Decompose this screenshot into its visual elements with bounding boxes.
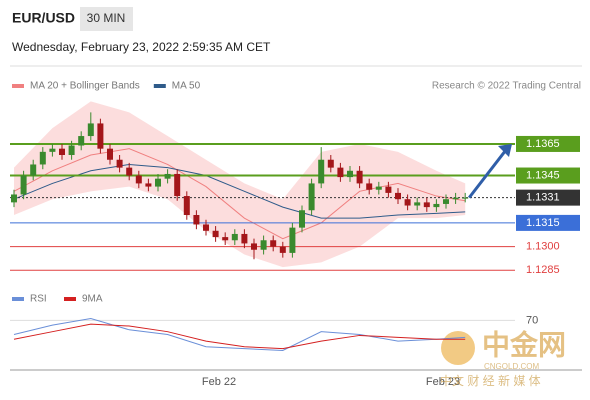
candle-body (375, 186, 382, 190)
candle-body (135, 175, 142, 184)
candle-body (11, 194, 17, 203)
candle-body (116, 159, 123, 168)
candle-body (299, 210, 305, 228)
level-label: 1.1345 (526, 169, 560, 181)
legend-swatch (12, 297, 24, 301)
candle-body (97, 123, 104, 149)
candle-body (78, 136, 85, 146)
symbol: EUR/USD (12, 10, 75, 26)
watermark-logo (441, 331, 475, 365)
candle-body (462, 197, 469, 199)
x-tick-label: Feb 22 (202, 376, 236, 388)
candle-body (366, 183, 373, 190)
candle-body (279, 246, 286, 253)
credit: Research © 2022 Trading Central (432, 81, 581, 92)
watermark-tagline: 中文 财 经 新 媒 体 (440, 373, 541, 388)
forecast-arrow (468, 149, 508, 199)
candle-body (203, 224, 209, 231)
level-box (516, 167, 580, 184)
legend-label: 9MA (82, 294, 103, 305)
interval: 30 MIN (87, 11, 126, 25)
level-box (516, 214, 580, 231)
candle-body (174, 173, 181, 197)
candle-body (193, 215, 200, 225)
watermark-brand: 中金网 (482, 328, 566, 360)
candle-body (145, 183, 152, 187)
candle-body (126, 167, 133, 176)
candle-body (443, 199, 449, 204)
candle-body (107, 148, 113, 160)
watermark-site: CNGOLD.COM (484, 362, 539, 371)
candle-body (164, 173, 171, 179)
candle-body (39, 151, 46, 165)
ma20-line (13, 148, 466, 240)
candle-body (231, 233, 238, 241)
candle-body (347, 170, 353, 178)
candle-body (251, 243, 257, 250)
legend-label: MA 20 + Bollinger Bands (30, 81, 140, 92)
candle-body (356, 170, 363, 184)
candle-body (414, 202, 421, 206)
candle-body (452, 197, 459, 200)
candle-body (433, 203, 440, 208)
level-label: 1.1331 (526, 192, 560, 204)
legend-label: RSI (30, 294, 47, 305)
candle-body (59, 148, 65, 155)
candle-body (241, 233, 248, 244)
legend-swatch (12, 84, 24, 88)
candle-body (308, 183, 315, 211)
forecast-arrowhead (498, 143, 512, 157)
level-label: 1.1285 (526, 264, 560, 276)
candle-body (20, 175, 27, 195)
candle-body (385, 186, 392, 193)
candle-body (222, 237, 229, 241)
level-box (516, 135, 580, 152)
candle-body (212, 230, 219, 238)
level-label: 1.1315 (526, 217, 560, 229)
y-tick-label: 70 (526, 314, 538, 326)
rsi-line (13, 318, 466, 351)
candle-body (337, 167, 344, 178)
candle-body (155, 178, 161, 187)
bollinger-band (14, 101, 466, 268)
legend-swatch (64, 297, 76, 301)
candle-body (49, 148, 56, 152)
timestamp: Wednesday, February 23, 2022 2:59:35 AM … (12, 40, 271, 54)
candle-body (87, 123, 94, 137)
candle-body (327, 159, 334, 168)
candle-body (270, 240, 277, 247)
watermark: 中金网 CNGOLD.COM 中文 财 经 新 媒 体 (440, 328, 566, 388)
candle-body (395, 192, 401, 200)
candle-body (68, 145, 75, 155)
legend-label: MA 50 (172, 81, 201, 92)
candle-body (423, 202, 430, 208)
level-box (516, 189, 580, 206)
ma50-line (13, 163, 466, 219)
level-label: 1.1365 (526, 138, 560, 150)
x-tick-label: Feb 23 (426, 376, 460, 388)
legend-swatch (153, 84, 166, 88)
candle-body (30, 164, 37, 176)
candle-body (289, 227, 296, 253)
candle-body (183, 196, 190, 215)
candle-body (404, 199, 411, 206)
interval-box (80, 7, 133, 31)
level-label: 1.1300 (526, 240, 560, 252)
candle-body (318, 159, 325, 184)
candle-body (260, 240, 267, 250)
rsi_ma-line (13, 323, 466, 350)
